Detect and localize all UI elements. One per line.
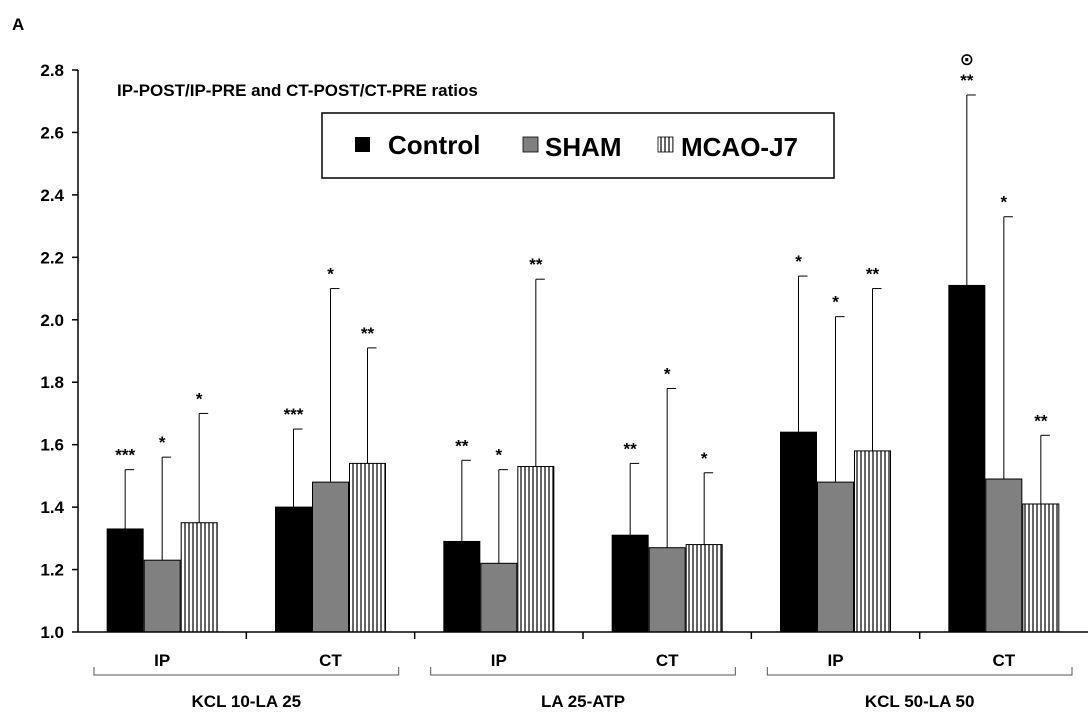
significance-label: ** xyxy=(960,71,974,90)
group-label: KCL 10-LA 25 xyxy=(192,692,302,711)
significance-label: * xyxy=(1001,193,1008,212)
category-label: IP xyxy=(491,651,507,670)
significance-label: ** xyxy=(529,255,543,274)
legend-swatch-sham xyxy=(522,136,539,153)
y-tick-label: 1.6 xyxy=(40,436,64,455)
y-tick-label: 2.0 xyxy=(40,311,64,330)
significance-label: * xyxy=(159,433,166,452)
y-tick-label: 2.6 xyxy=(40,123,64,142)
bar xyxy=(312,481,349,633)
significance-labels: ******** *********************⊙ xyxy=(115,50,1048,468)
bar xyxy=(443,540,481,633)
significance-label: * xyxy=(795,252,802,271)
legend-swatch-mcao xyxy=(657,136,674,153)
bar xyxy=(648,547,686,633)
chart-title: IP-POST/IP-PRE and CT-POST/CT-PRE ratios xyxy=(117,81,478,100)
y-axis-ticks: 1.0 1.2 1.4 1.6 1.8 2.0 2.2 2.4 2.6 2.8 xyxy=(40,61,78,642)
bar xyxy=(817,481,854,633)
category-label: CT xyxy=(656,651,679,670)
bars xyxy=(106,284,1060,633)
group-brackets xyxy=(93,667,1073,676)
category-label: IP xyxy=(154,651,170,670)
group-label: KCL 50-LA 50 xyxy=(865,692,975,711)
significance-label: *** xyxy=(284,405,304,424)
bar xyxy=(985,478,1023,633)
bar xyxy=(106,528,144,633)
legend-label-mcao: MCAO-J7 xyxy=(681,132,798,162)
legend-box xyxy=(321,112,835,179)
significance-label: ** xyxy=(624,439,638,458)
y-tick-label: 2.8 xyxy=(40,61,64,80)
group-bracket xyxy=(93,667,400,676)
legend: Control SHAM MCAO-J7 xyxy=(321,112,835,179)
bar xyxy=(1022,503,1060,633)
group-bracket xyxy=(766,667,1073,676)
y-tick-label: 1.4 xyxy=(40,498,64,517)
legend-swatch-control xyxy=(355,137,370,152)
bar xyxy=(685,544,723,633)
significance-label: * xyxy=(196,389,203,408)
significance-label: *** xyxy=(115,446,135,465)
category-label: IP xyxy=(827,651,843,670)
significance-label: ** xyxy=(866,265,880,284)
category-labels: IP CT IP CT IP CT xyxy=(154,651,1016,670)
y-tick-label: 1.2 xyxy=(40,561,64,580)
bar xyxy=(480,562,518,633)
y-tick-label: 1.8 xyxy=(40,373,64,392)
category-label: CT xyxy=(319,651,342,670)
bar xyxy=(611,534,649,633)
bar xyxy=(349,462,386,633)
y-tick-label: 2.2 xyxy=(40,248,64,267)
bar xyxy=(517,466,555,633)
legend-label-control: Control xyxy=(388,130,480,160)
bar xyxy=(143,559,181,633)
bar xyxy=(854,450,891,633)
significance-label: * xyxy=(327,265,334,284)
bar xyxy=(780,431,817,633)
annotation-symbol: ⊙ xyxy=(960,50,974,69)
significance-label: ** xyxy=(361,324,375,343)
error-bars xyxy=(124,94,1050,564)
panel-letter: A xyxy=(12,15,24,34)
bar xyxy=(275,506,312,633)
significance-label: * xyxy=(496,446,503,465)
bar xyxy=(948,284,986,633)
significance-label: ** xyxy=(455,436,469,455)
group-labels: KCL 10-LA 25 LA 25-ATP KCL 50-LA 50 xyxy=(192,692,975,711)
group-label: LA 25-ATP xyxy=(541,692,625,711)
group-bracket xyxy=(430,667,736,676)
legend-label-sham: SHAM xyxy=(545,132,622,162)
y-tick-label: 2.4 xyxy=(40,186,64,205)
y-tick-label: 1.0 xyxy=(40,623,64,642)
significance-label: ** xyxy=(1034,411,1048,430)
significance-label: * xyxy=(701,449,708,468)
significance-label: * xyxy=(832,293,839,312)
bar xyxy=(180,522,218,633)
category-label: CT xyxy=(992,651,1015,670)
x-axis-ticks xyxy=(245,632,921,639)
significance-label: * xyxy=(664,364,671,383)
